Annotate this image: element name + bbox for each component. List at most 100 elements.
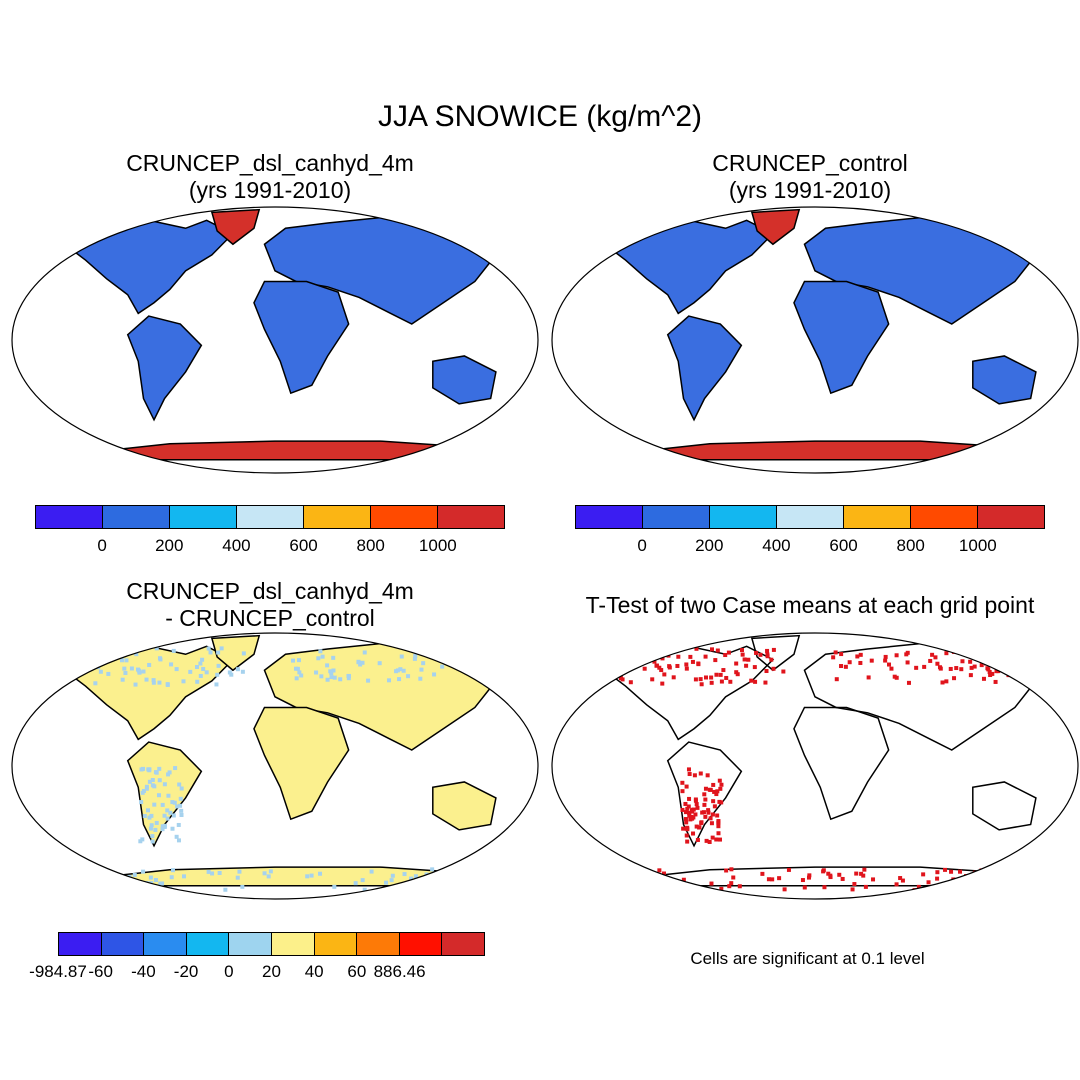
grid-cell	[628, 680, 633, 685]
colorbar-3-swatch-6	[314, 933, 358, 955]
grid-cell	[139, 767, 144, 772]
grid-cell	[181, 679, 186, 684]
grid-cell	[479, 880, 484, 885]
colorbar-1-swatch-4	[304, 506, 371, 528]
continent-southAmerica	[666, 315, 743, 422]
grid-cell	[160, 824, 165, 829]
grid-cell	[446, 654, 451, 659]
grid-cell	[671, 675, 676, 680]
grid-cell	[460, 883, 465, 888]
grid-cell	[734, 670, 739, 675]
grid-cell	[296, 658, 301, 663]
grid-cell	[320, 654, 325, 659]
grid-cell	[676, 654, 681, 659]
grid-cell	[316, 656, 321, 661]
grid-cell	[235, 875, 240, 880]
grid-cell	[452, 660, 457, 665]
colorbar-3-tick-label: 0	[224, 962, 234, 981]
grid-cell	[133, 682, 138, 687]
panel-1-title-line1: CRUNCEP_dsl_canhyd_4m	[126, 150, 414, 176]
grid-cell	[935, 876, 940, 881]
grid-cell	[724, 675, 729, 680]
grid-cell	[397, 677, 402, 682]
grid-cell	[151, 678, 156, 683]
grid-cell	[684, 784, 689, 789]
grid-cell	[686, 804, 691, 809]
grid-cell	[147, 662, 152, 667]
grid-cell	[268, 869, 273, 874]
grid-cell	[294, 676, 299, 681]
grid-cell	[758, 652, 763, 657]
grid-cell	[448, 874, 453, 879]
grid-cell	[959, 883, 964, 888]
grid-cell	[715, 789, 720, 794]
grid-cell	[227, 670, 232, 675]
colorbar-3-tick-label: -20	[173, 962, 199, 981]
figure-title: JJA SNOWICE (kg/m^2)	[377, 100, 703, 133]
grid-cell	[1017, 664, 1022, 669]
grid-cell	[687, 810, 692, 815]
grid-cell	[331, 668, 336, 673]
grid-cell	[712, 804, 717, 809]
grid-cell	[769, 657, 774, 662]
colorbar-2-swatch-2	[710, 506, 777, 528]
grid-cell	[871, 877, 876, 882]
grid-cell	[119, 658, 124, 663]
colorbar-3-swatch-5	[271, 933, 315, 955]
grid-cell	[493, 673, 498, 678]
grid-cell	[922, 664, 927, 669]
grid-cell	[318, 649, 323, 654]
grid-cell	[1022, 676, 1027, 681]
grid-cell	[200, 657, 205, 662]
grid-cell	[179, 813, 184, 818]
grid-cell	[480, 882, 485, 887]
grid-cell	[162, 824, 167, 829]
grid-cell	[960, 659, 965, 664]
grid-cell	[390, 873, 395, 878]
grid-cell	[153, 770, 158, 775]
grid-cell	[958, 869, 963, 874]
grid-cell	[170, 800, 175, 805]
grid-cell	[694, 802, 699, 807]
grid-cell	[660, 681, 665, 686]
grid-cell	[389, 878, 394, 883]
grid-cell	[366, 678, 371, 683]
grid-cell	[622, 662, 627, 667]
colorbar-2-swatch-5	[911, 506, 978, 528]
grid-cell	[972, 877, 977, 882]
colorbar-1-tick-label: 600	[289, 536, 318, 555]
grid-cell	[940, 884, 945, 889]
grid-cell	[684, 820, 689, 825]
grid-cell	[319, 674, 324, 679]
colorbar-1-swatch-2	[170, 506, 237, 528]
grid-cell	[691, 815, 696, 820]
grid-cell	[715, 648, 720, 653]
colorbar-2-tick-label: 1000	[958, 536, 997, 555]
grid-cell	[409, 876, 414, 881]
grid-cell	[477, 655, 482, 660]
grid-cell	[178, 803, 183, 808]
grid-cell	[941, 883, 946, 888]
grid-cell	[1028, 879, 1033, 884]
grid-cell	[235, 667, 240, 672]
grid-cell	[1028, 650, 1033, 655]
grid-cell	[150, 783, 155, 788]
grid-cell	[160, 802, 165, 807]
grid-cell	[704, 838, 709, 843]
colorbar-2-swatch-4	[844, 506, 911, 528]
grid-cell	[175, 804, 180, 809]
grid-cell	[356, 660, 361, 665]
grid-cell	[703, 786, 708, 791]
grid-cell	[866, 675, 871, 680]
grid-cell	[702, 792, 707, 797]
colorbar-1-tick-label: 200	[155, 536, 184, 555]
grid-cell	[169, 875, 174, 880]
grid-cell	[714, 837, 719, 842]
grid-cell	[675, 663, 680, 668]
grid-cell	[94, 883, 99, 888]
grid-cell	[694, 824, 699, 829]
grid-cell	[937, 665, 942, 670]
grid-cell	[746, 657, 751, 662]
map-border	[551, 632, 1079, 900]
colorbar-3-tick-label: -40	[131, 962, 156, 981]
